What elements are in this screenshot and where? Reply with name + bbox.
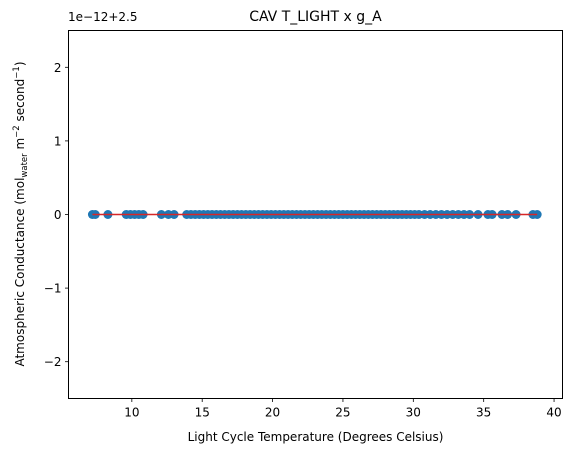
x-tick-label: 15: [195, 406, 210, 420]
x-axis-label: Light Cycle Temperature (Degrees Celsius…: [188, 430, 444, 444]
y-axis-ticks: −2 −1 0 1 2: [44, 61, 69, 369]
plot-area: [87, 210, 542, 219]
y-tick-label: 0: [54, 208, 62, 222]
y-tick-label: 1: [54, 134, 62, 148]
y-label-suffix: ): [13, 61, 27, 66]
y-tick-label: 2: [54, 61, 62, 75]
x-tick-label: 30: [406, 406, 421, 420]
x-tick-label: 25: [335, 406, 350, 420]
y-label-meter-exponent: −2: [12, 125, 22, 138]
y-tick-label: −1: [44, 282, 62, 296]
y-label-water-subscript: water: [20, 153, 30, 178]
x-axis-ticks: 10 15 20 25 30 35 40: [124, 398, 562, 420]
y-label-prefix: Atmospheric Conductance (mol: [13, 178, 27, 367]
data-point: [532, 210, 542, 219]
plot-frame: [68, 30, 563, 399]
y-label-second: second: [13, 79, 27, 126]
y-tick-label: −2: [44, 355, 62, 369]
y-label-second-exponent: −1: [12, 66, 22, 79]
y-offset-text: 1e−12+2.5: [68, 10, 137, 24]
y-axis-label: Atmospheric Conductance (molwater m−2 se…: [12, 61, 30, 366]
x-tick-label: 40: [546, 406, 561, 420]
x-tick-label: 20: [265, 406, 280, 420]
y-label-meter: m: [13, 138, 27, 154]
x-tick-label: 35: [476, 406, 491, 420]
x-tick-label: 10: [124, 406, 139, 420]
chart-title: CAV T_LIGHT x g_A: [249, 9, 382, 25]
